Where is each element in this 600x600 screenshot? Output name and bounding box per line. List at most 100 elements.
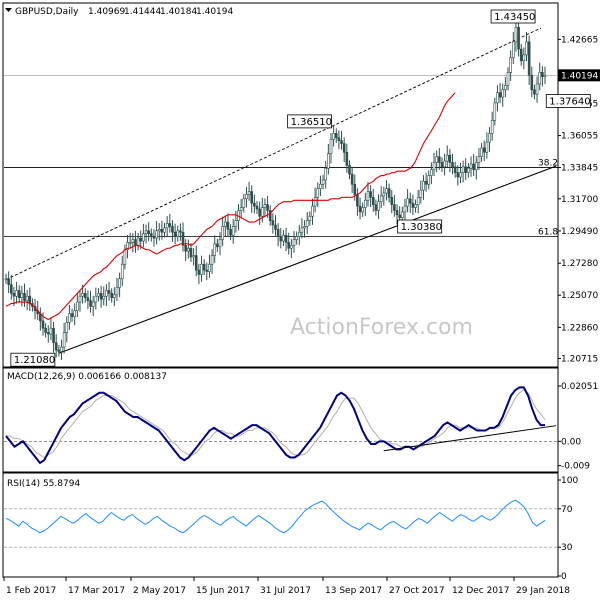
price-candle-body <box>514 26 518 43</box>
price-annotation-label: 1.43450 <box>494 12 535 23</box>
price-candle-body <box>297 231 301 237</box>
x-tick-label: 15 Jun 2017 <box>196 586 250 596</box>
price-candle-body <box>60 346 63 352</box>
price-candle-body <box>364 199 367 208</box>
price-candle-body <box>448 154 452 163</box>
price-y-tick-label: 1.33845 <box>561 164 598 174</box>
price-candle-body <box>427 175 431 185</box>
price-candle-body <box>221 226 224 240</box>
price-annotation-box <box>397 219 443 234</box>
rsi-panel: RSI(14) 55.8794 100 70 30 0 <box>2 472 578 582</box>
price-candle-body <box>250 191 254 204</box>
price-candle-body <box>469 163 473 169</box>
price-candle-body <box>142 233 145 242</box>
price-candle-body <box>46 332 50 335</box>
price-candle-body <box>171 226 174 233</box>
price-candle-body <box>155 230 158 239</box>
price-candle-body <box>377 201 380 211</box>
price-candle-body <box>334 133 338 139</box>
price-candle-body <box>202 263 206 271</box>
rising-support-trendline <box>58 165 557 354</box>
rsi-y-axis: 100 70 30 0 <box>558 476 578 582</box>
price-candle-body <box>316 188 320 198</box>
price-candle-body <box>530 74 534 91</box>
price-candle-body <box>504 85 507 91</box>
price-candle-body <box>490 120 494 134</box>
menu-triangle-icon[interactable] <box>5 8 12 12</box>
price-candle-body <box>313 197 317 207</box>
price-candle-body <box>260 207 264 217</box>
price-candle-body <box>535 83 539 95</box>
price-candle-body <box>295 236 298 240</box>
price-candle-body <box>440 162 444 168</box>
channel-dashed-trendline <box>5 27 542 280</box>
price-candle-body <box>231 226 235 236</box>
price-candle-body <box>94 295 98 303</box>
price-candle-body <box>390 197 394 205</box>
watermark: ActionForex.com <box>290 315 473 340</box>
price-candle-body <box>194 255 198 271</box>
ohlc-close: 1.40194 <box>196 7 233 17</box>
price-candle-body <box>382 192 386 197</box>
price-candle-body <box>139 237 143 242</box>
price-candle-body <box>70 313 74 317</box>
price-candle-body <box>52 327 55 344</box>
price-candle-body <box>78 295 82 303</box>
price-candle-body <box>266 204 269 211</box>
price-candle-body <box>160 229 164 233</box>
price-annotations: 1.21080 1.36510 1.30380 1.43450 1.37640 <box>10 9 591 367</box>
price-candle-body <box>533 89 536 95</box>
price-candle-body <box>464 166 468 173</box>
price-candle-body <box>453 166 457 173</box>
price-candle-body <box>387 188 391 198</box>
price-candle-body <box>321 179 325 185</box>
price-candle-body <box>49 327 53 335</box>
price-candle-body <box>4 278 8 281</box>
price-candle-body <box>403 205 407 213</box>
price-candle-body <box>239 207 243 211</box>
price-candle-body <box>493 102 497 121</box>
price-candle-body <box>25 295 29 301</box>
price-candle-body <box>522 54 526 62</box>
price-annotation-box <box>490 9 536 24</box>
price-candle-body <box>340 140 343 144</box>
price-candle-body <box>17 290 21 298</box>
price-annotation-label: 1.36510 <box>291 117 332 128</box>
price-candle-body <box>99 293 103 300</box>
price-annotation-label: 1.37640 <box>549 96 590 107</box>
price-candle-body <box>438 156 441 163</box>
price-candle-body <box>276 229 280 237</box>
macd-y-tick-label: -0.009 <box>561 462 590 472</box>
price-candle-body <box>73 310 76 317</box>
price-candle-body <box>187 247 190 252</box>
price-candle-body <box>541 72 544 77</box>
price-candle-body <box>419 189 423 198</box>
price-candle-body <box>165 223 169 229</box>
price-candle-body <box>223 221 227 227</box>
price-candle-body <box>179 230 182 233</box>
price-candle-body <box>245 194 248 200</box>
price-candle-body <box>247 191 251 195</box>
price-candle-body <box>176 230 180 237</box>
price-candle-body <box>451 162 454 168</box>
price-candle-body <box>356 194 359 207</box>
price-candle-body <box>511 41 515 59</box>
price-chart-title: GBPUSD,Daily <box>15 7 79 17</box>
macd-y-axis: 0.02051 0.00 -0.009 <box>558 382 598 472</box>
price-y-tick-label: 1.22860 <box>561 323 598 333</box>
price-candle-body <box>184 245 187 252</box>
price-candle-body <box>216 243 219 248</box>
fib-level-label: 38.2 <box>538 159 558 169</box>
price-candle-body <box>337 137 341 141</box>
rsi-title: RSI(14) 55.8794 <box>7 479 80 489</box>
price-candle-body <box>62 332 66 348</box>
rsi-y-tick-label: 30 <box>561 543 573 553</box>
price-y-tick-label: 1.36055 <box>561 132 598 142</box>
price-candle-body <box>81 293 84 297</box>
x-tick-label: 29 Jan 2018 <box>516 586 570 596</box>
price-candle-body <box>445 154 449 162</box>
price-panel: GBPUSD,Daily 1.40969 1.41444 1.40184 1.4… <box>2 2 600 368</box>
price-candle-body <box>234 220 238 227</box>
price-candle-body <box>107 290 111 294</box>
price-candle-body <box>147 230 150 235</box>
